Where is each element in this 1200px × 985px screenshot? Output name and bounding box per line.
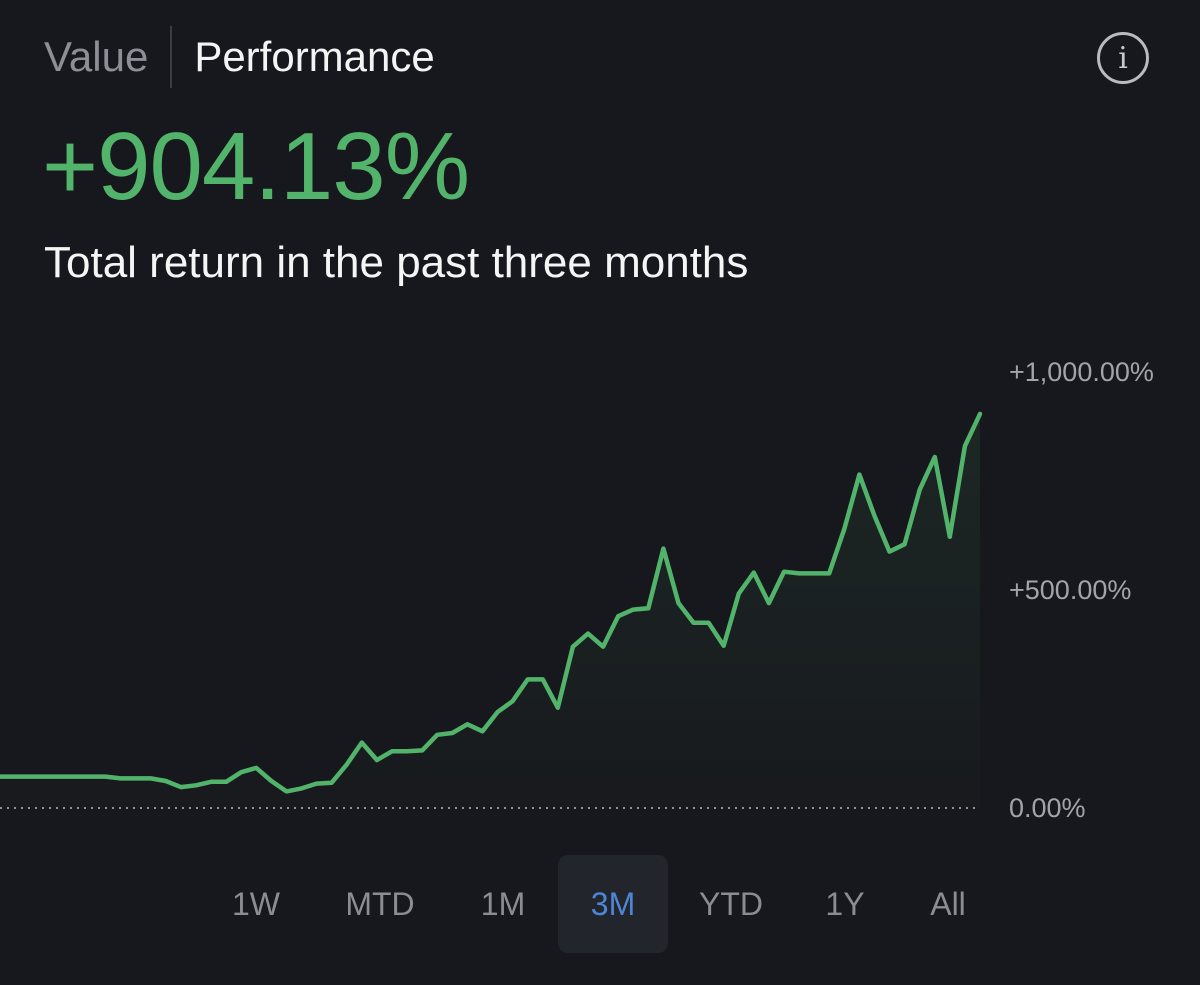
tab-value[interactable]: Value [44, 33, 149, 80]
range-button-mtd[interactable]: MTD [345, 886, 415, 922]
total-return-value: +904.13% [42, 113, 470, 220]
tab-divider [170, 26, 173, 88]
series-line [0, 411, 983, 794]
view-tabs: Value Performance [44, 24, 435, 90]
performance-chart: +1,000.00% +500.00% 0.00% [0, 357, 1154, 823]
y-axis-ticks: +1,000.00% +500.00% 0.00% [1009, 357, 1154, 823]
y-tick-label: +500.00% [1009, 575, 1131, 605]
tab-performance[interactable]: Performance [194, 33, 435, 80]
range-button-1w[interactable]: 1W [232, 886, 280, 922]
y-tick-label: 0.00% [1009, 793, 1086, 823]
range-button-ytd[interactable]: YTD [699, 886, 763, 922]
range-button-1m[interactable]: 1M [480, 886, 526, 922]
time-range-selector: 1W MTD 1M 3M YTD 1Y All [0, 855, 1200, 953]
range-button-3m[interactable]: 3M [558, 855, 668, 953]
chart-area-fill [0, 413, 980, 808]
y-tick-label: +1,000.00% [1009, 357, 1154, 387]
info-glyph: i [1118, 40, 1128, 76]
range-button-1y[interactable]: 1Y [825, 886, 865, 922]
total-return-description: Total return in the past three months [44, 238, 749, 287]
range-button-all[interactable]: All [930, 886, 966, 922]
info-icon[interactable]: i [1097, 32, 1149, 84]
